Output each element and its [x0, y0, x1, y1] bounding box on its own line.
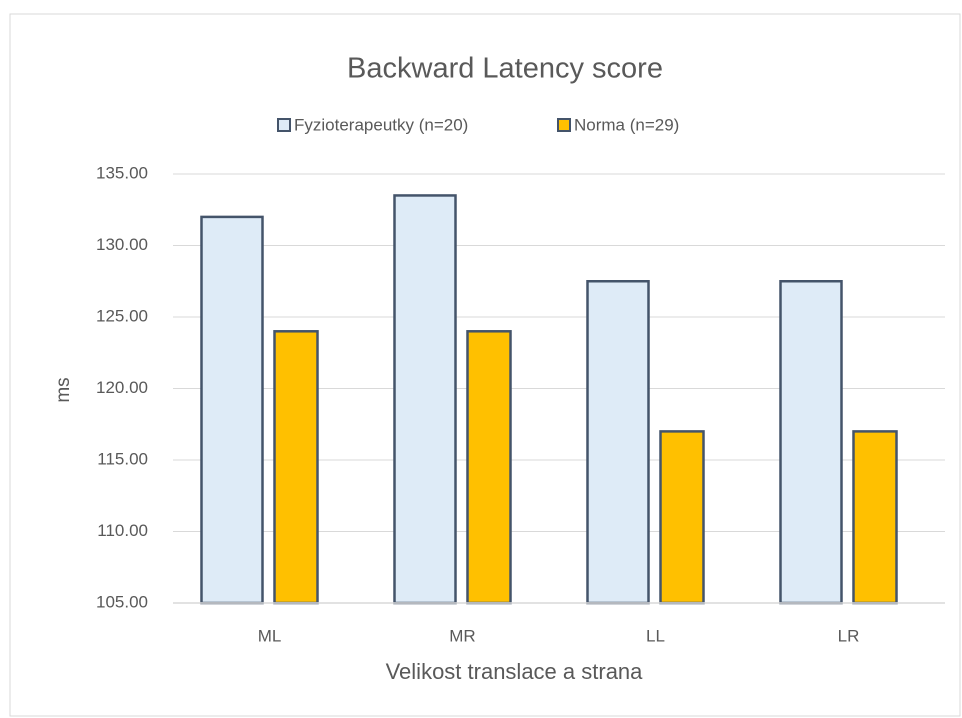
x-tick-label: MR — [449, 626, 475, 645]
x-tick-label: LL — [646, 626, 665, 645]
bar — [779, 280, 843, 605]
y-tick-label: 120.00 — [96, 378, 148, 397]
y-tick-label: 110.00 — [97, 521, 148, 540]
legend-label: Norma (n=29) — [574, 115, 679, 134]
y-tick-label: 130.00 — [96, 235, 148, 254]
y-axis-title: ms — [53, 377, 74, 402]
chart-title: Backward Latency score — [347, 53, 663, 85]
x-axis-title: Velikost translace a strana — [386, 659, 644, 684]
bar — [393, 194, 457, 605]
y-tick-label: 135.00 — [96, 163, 148, 182]
x-tick-label: ML — [258, 626, 282, 645]
y-tick-label: 125.00 — [96, 306, 148, 325]
x-tick-label: LR — [838, 626, 860, 645]
y-tick-label: 115.00 — [97, 449, 148, 468]
legend-label: Fyzioterapeutky (n=20) — [294, 115, 468, 134]
bar — [466, 330, 512, 605]
legend-swatch — [557, 118, 571, 132]
bar — [273, 330, 319, 605]
bar — [586, 280, 650, 605]
bar — [659, 430, 705, 605]
y-tick-label: 105.00 — [96, 592, 148, 611]
bar — [852, 430, 898, 605]
bar — [200, 215, 264, 605]
legend-swatch — [277, 118, 291, 132]
